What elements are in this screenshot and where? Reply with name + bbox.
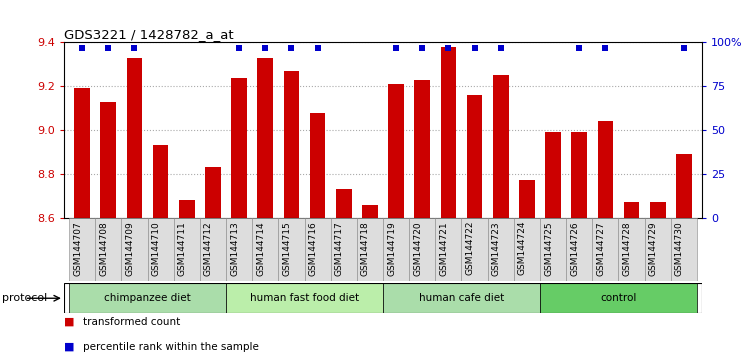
Text: GSM144713: GSM144713: [230, 221, 239, 276]
Bar: [388, 84, 404, 218]
Text: GSM144723: GSM144723: [492, 221, 501, 275]
Text: GSM144715: GSM144715: [282, 221, 291, 276]
Text: GDS3221 / 1428782_a_at: GDS3221 / 1428782_a_at: [64, 28, 234, 41]
Bar: [122, 218, 147, 281]
Bar: [566, 218, 593, 281]
Bar: [95, 218, 122, 281]
Bar: [357, 218, 383, 281]
Text: GSM144730: GSM144730: [675, 221, 684, 276]
Bar: [540, 218, 566, 281]
Bar: [69, 218, 95, 281]
Bar: [74, 88, 90, 218]
Bar: [279, 218, 304, 281]
Text: GSM144711: GSM144711: [178, 221, 187, 276]
Text: ■: ■: [64, 342, 74, 352]
Bar: [179, 200, 195, 218]
Bar: [336, 189, 351, 218]
Text: GSM144724: GSM144724: [518, 221, 527, 275]
Text: GSM144722: GSM144722: [466, 221, 475, 275]
Bar: [173, 218, 200, 281]
Text: GSM144712: GSM144712: [204, 221, 213, 275]
Bar: [572, 132, 587, 218]
Bar: [644, 218, 671, 281]
Bar: [409, 218, 436, 281]
Text: GSM144720: GSM144720: [413, 221, 422, 275]
Text: GSM144725: GSM144725: [544, 221, 553, 275]
Bar: [514, 218, 540, 281]
Text: GSM144728: GSM144728: [623, 221, 632, 275]
Bar: [127, 58, 143, 218]
Bar: [436, 218, 462, 281]
Bar: [466, 95, 482, 218]
Bar: [545, 132, 561, 218]
Bar: [69, 283, 226, 313]
Bar: [284, 71, 300, 218]
Text: percentile rank within the sample: percentile rank within the sample: [83, 342, 258, 352]
Bar: [226, 218, 252, 281]
Text: GSM144726: GSM144726: [570, 221, 579, 275]
Bar: [623, 202, 639, 218]
Text: GSM144707: GSM144707: [73, 221, 82, 276]
Text: protocol: protocol: [2, 293, 47, 303]
Text: GSM144709: GSM144709: [125, 221, 134, 276]
Text: GSM144710: GSM144710: [152, 221, 161, 276]
Bar: [309, 113, 325, 218]
Bar: [226, 283, 383, 313]
Bar: [304, 218, 330, 281]
Bar: [671, 218, 697, 281]
Text: human fast food diet: human fast food diet: [250, 293, 359, 303]
Bar: [252, 218, 279, 281]
Bar: [650, 202, 665, 218]
Text: GSM144721: GSM144721: [439, 221, 448, 275]
Bar: [462, 218, 487, 281]
Bar: [415, 80, 430, 218]
Text: ■: ■: [64, 317, 74, 327]
Bar: [231, 78, 247, 218]
Bar: [598, 121, 614, 218]
Text: GSM144727: GSM144727: [596, 221, 605, 275]
Text: GSM144717: GSM144717: [335, 221, 344, 276]
Text: GSM144729: GSM144729: [649, 221, 658, 275]
Bar: [540, 283, 697, 313]
Text: transformed count: transformed count: [83, 317, 179, 327]
Bar: [676, 154, 692, 218]
Text: control: control: [600, 293, 637, 303]
Text: GSM144719: GSM144719: [387, 221, 396, 276]
Bar: [441, 47, 457, 218]
Bar: [330, 218, 357, 281]
Text: GSM144714: GSM144714: [256, 221, 265, 275]
Bar: [205, 167, 221, 218]
Text: GSM144708: GSM144708: [99, 221, 108, 276]
Bar: [593, 218, 619, 281]
Bar: [147, 218, 173, 281]
Bar: [619, 218, 644, 281]
Text: GSM144718: GSM144718: [361, 221, 370, 276]
Bar: [487, 218, 514, 281]
Bar: [362, 205, 378, 218]
Text: GSM144716: GSM144716: [309, 221, 318, 276]
Bar: [383, 218, 409, 281]
Bar: [383, 283, 540, 313]
Bar: [519, 181, 535, 218]
Bar: [152, 145, 168, 218]
Bar: [258, 58, 273, 218]
Bar: [493, 75, 508, 218]
Text: chimpanzee diet: chimpanzee diet: [104, 293, 191, 303]
Bar: [101, 102, 116, 218]
Bar: [200, 218, 226, 281]
Text: human cafe diet: human cafe diet: [419, 293, 504, 303]
